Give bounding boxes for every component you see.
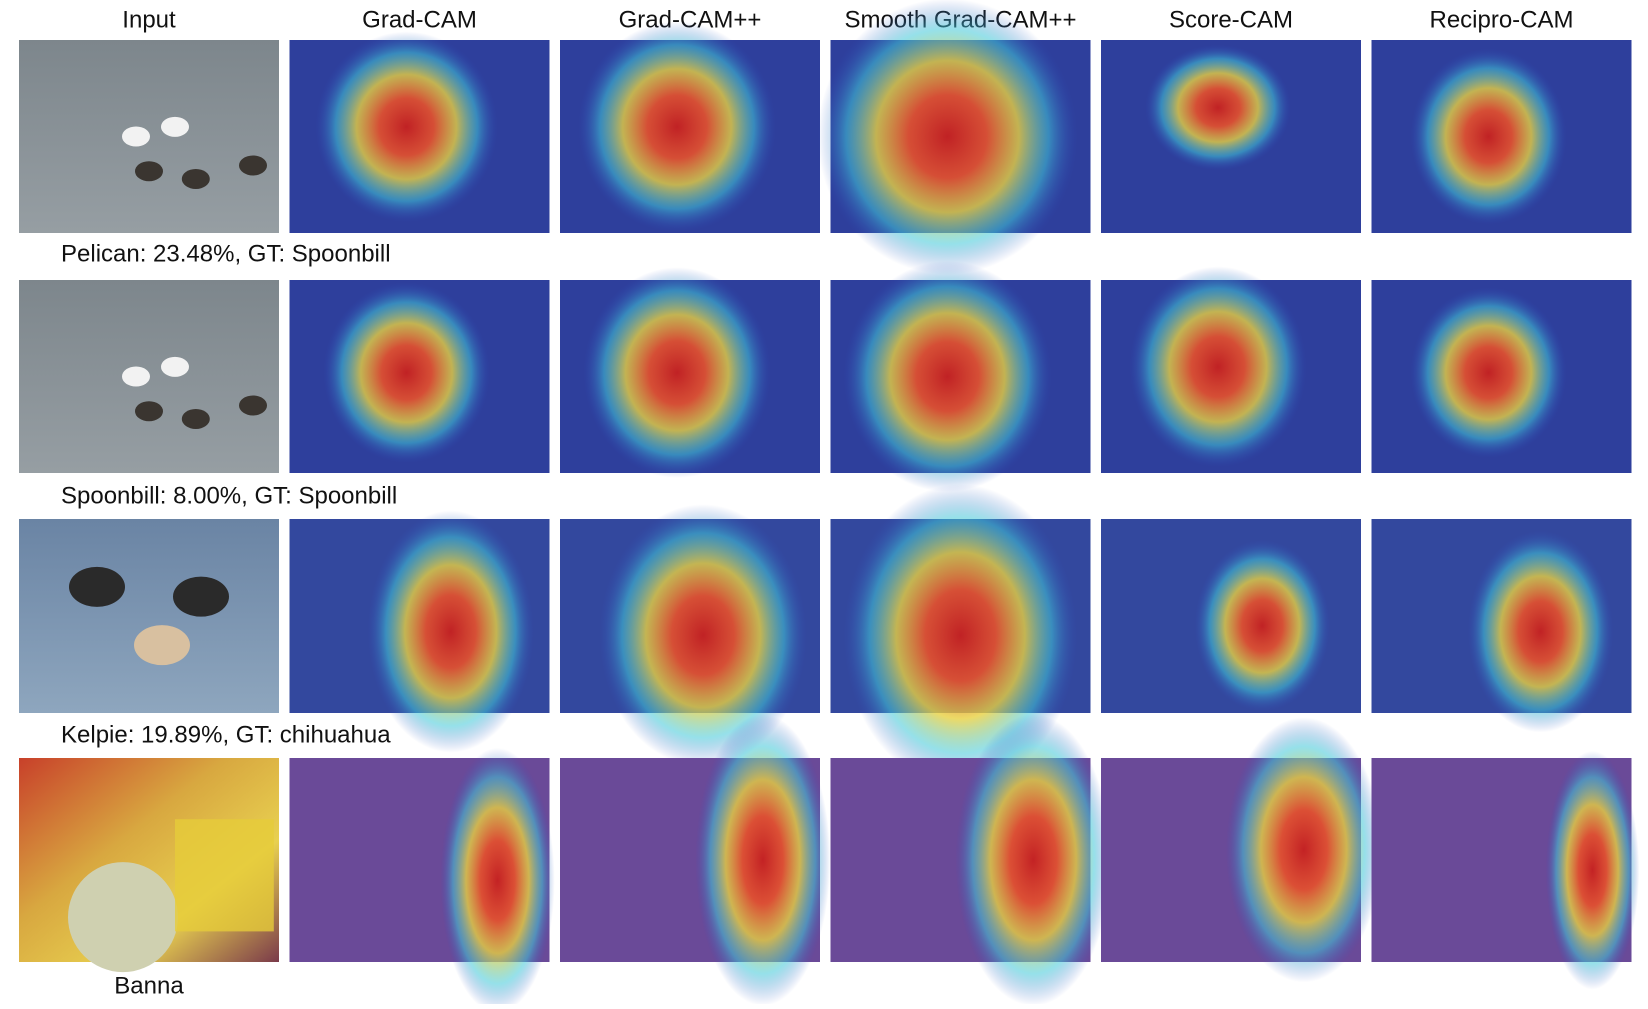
saliency-map: [817, 0, 1091, 275]
saliency-map: [830, 484, 1091, 787]
column-header: Input: [122, 6, 176, 33]
heatmap-blob: [817, 0, 1078, 275]
bird: [135, 161, 163, 182]
saliency-map: [1371, 519, 1632, 733]
input-image: [19, 519, 279, 713]
column-header: Recipro-CAM: [1429, 6, 1573, 33]
dog: [69, 566, 125, 607]
bird: [239, 155, 267, 176]
input-image: [19, 280, 279, 473]
row-caption: Spoonbill: 8.00%, GT: Spoonbill: [61, 482, 397, 509]
saliency-map: [560, 714, 831, 1006]
saliency-map: [289, 280, 550, 473]
saliency-map: [560, 504, 820, 767]
row-caption: Kelpie: 19.89%, GT: chihuahua: [61, 721, 391, 748]
input-image: [19, 758, 279, 973]
heatmap-blob: [367, 510, 534, 753]
saliency-map: [289, 747, 555, 1009]
heatmap-blob: [323, 282, 490, 463]
input-image: [19, 40, 279, 233]
dog: [173, 576, 229, 617]
heatmap-blob: [578, 21, 776, 233]
column-header: Grad-CAM: [362, 6, 477, 33]
heatmap-blob: [1467, 530, 1614, 733]
heatmap-blob: [583, 267, 771, 479]
row-caption: Banna: [114, 972, 184, 999]
bird: [122, 366, 150, 387]
column-header: Score-CAM: [1169, 6, 1293, 33]
bird: [122, 126, 150, 147]
saliency-map: [830, 261, 1091, 492]
bananas: [175, 819, 274, 932]
heatmap-blob: [695, 714, 831, 1006]
heatmap-blob: [599, 504, 807, 767]
saliency-map: [560, 21, 820, 233]
saliency-map: [1371, 280, 1632, 473]
bird: [135, 401, 163, 422]
saliency-map: [1101, 266, 1361, 473]
saliency-map: [560, 267, 820, 479]
bird: [181, 168, 210, 189]
heatmap-blob: [955, 714, 1112, 1006]
row-caption: Pelican: 23.48%, GT: Spoonbill: [61, 240, 391, 267]
heatmap-blob: [1225, 717, 1382, 983]
saliency-map: [289, 31, 550, 233]
photo: [19, 519, 279, 713]
saliency-map: [1371, 750, 1640, 990]
saliency-map: [1101, 40, 1361, 233]
heatmap-blob: [1410, 48, 1567, 225]
heatmap-blob: [1410, 287, 1567, 458]
heatmap-blob: [843, 484, 1078, 787]
heatmap-blob: [1545, 750, 1640, 990]
saliency-map: [1101, 519, 1361, 713]
saliency-map: [289, 510, 550, 753]
saliency-map: [830, 714, 1112, 1006]
bird: [239, 395, 267, 416]
saliency-map: [1101, 717, 1382, 983]
bird: [181, 408, 210, 429]
heatmap-blob: [440, 747, 555, 1009]
heatmap-blob: [1194, 539, 1330, 712]
dog: [134, 625, 190, 666]
heatmap-blob: [843, 261, 1052, 492]
bird: [161, 356, 189, 377]
bird: [161, 116, 189, 137]
heatmap-blob: [1145, 44, 1291, 171]
melon: [68, 862, 178, 973]
heatmap-blob: [315, 31, 498, 223]
heatmap-blob: [1129, 266, 1307, 468]
saliency-map: [1371, 40, 1632, 233]
